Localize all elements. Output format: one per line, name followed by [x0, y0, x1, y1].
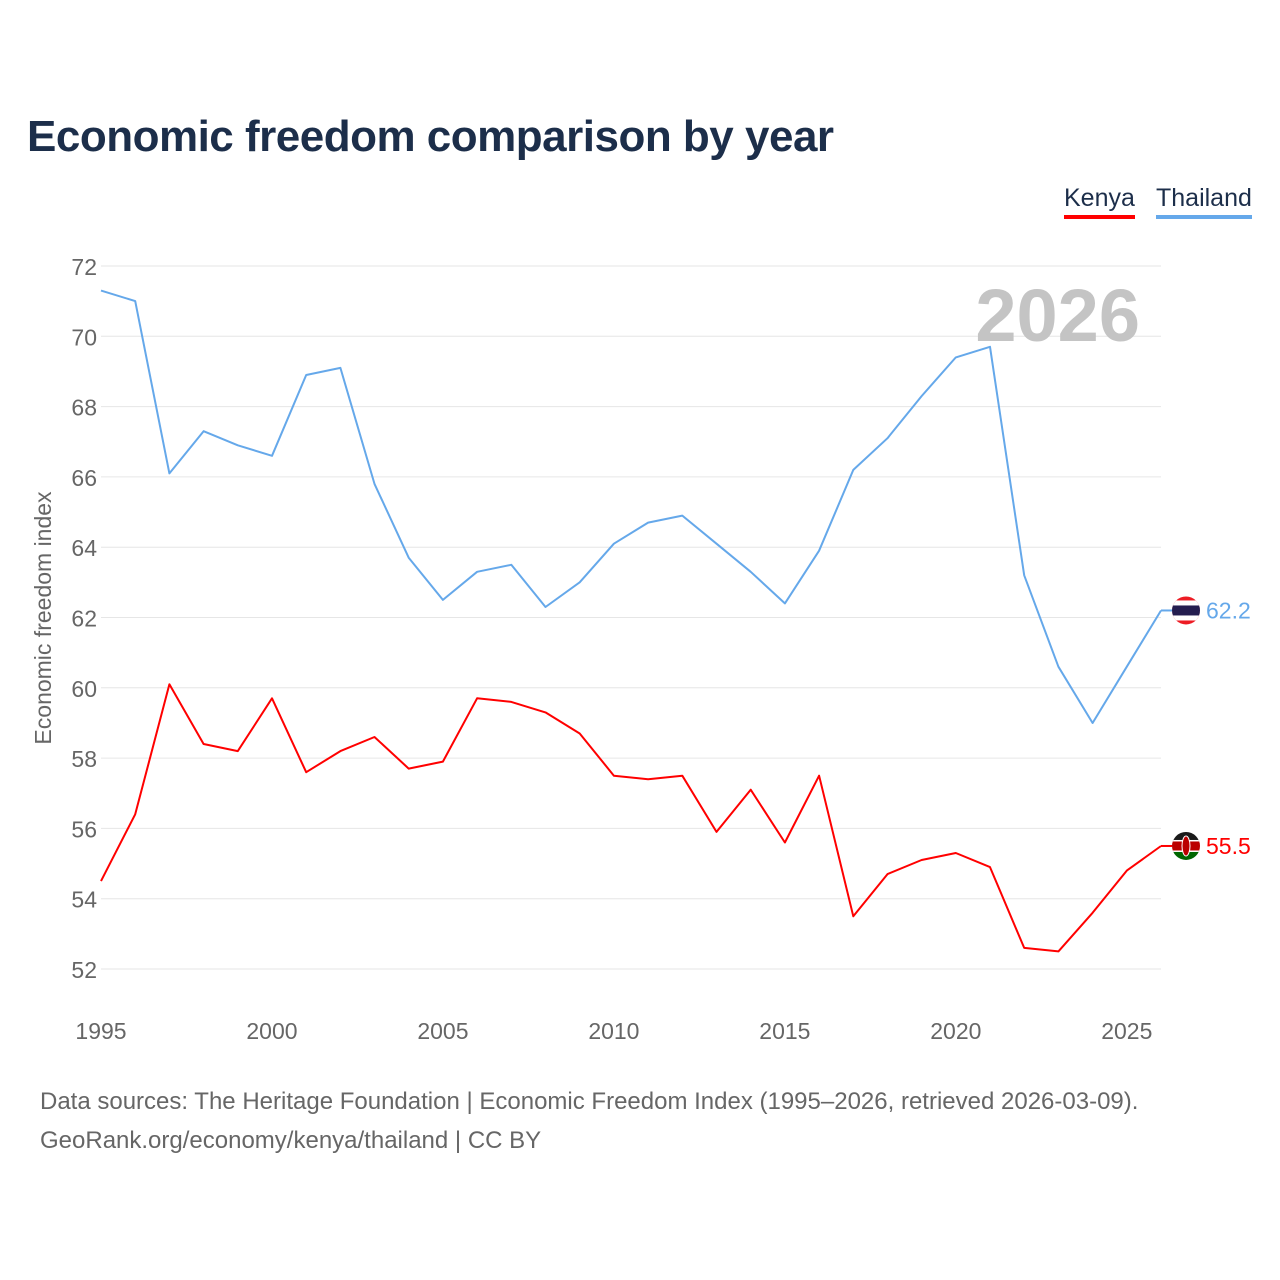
data-point-kenya — [885, 872, 890, 877]
legend-kenya[interactable]: Kenya — [1064, 184, 1135, 219]
data-point-thailand — [611, 541, 616, 546]
x-tick-label: 2005 — [417, 1018, 468, 1044]
data-point-kenya — [1056, 949, 1061, 954]
data-point-thailand — [543, 604, 548, 609]
data-point-thailand — [817, 548, 822, 553]
flag-body — [1172, 596, 1200, 625]
data-point-kenya — [509, 699, 514, 704]
data-point-kenya — [611, 773, 616, 778]
y-tick-label: 72 — [71, 254, 97, 280]
x-tick-label: 2010 — [588, 1018, 639, 1044]
data-point-thailand — [99, 288, 104, 293]
x-tick-label: 1995 — [75, 1018, 126, 1044]
data-point-thailand — [201, 429, 206, 434]
data-point-thailand — [406, 555, 411, 560]
flag-body — [1172, 831, 1200, 860]
legend-thailand[interactable]: Thailand — [1156, 184, 1252, 219]
data-point-kenya — [1124, 868, 1129, 873]
data-point-thailand — [269, 453, 274, 458]
y-tick-label: 58 — [71, 746, 97, 772]
data-point-kenya — [440, 759, 445, 764]
x-tick-label: 2015 — [759, 1018, 810, 1044]
data-point-thailand — [988, 344, 993, 349]
source-url: GeoRank.org/economy/kenya/thailand | CC … — [40, 1127, 542, 1154]
data-point-thailand — [440, 597, 445, 602]
data-point-kenya — [919, 858, 924, 863]
data-point-kenya — [714, 829, 719, 834]
data-point-kenya — [543, 710, 548, 715]
data-point-kenya — [304, 770, 309, 775]
source-text: Data sources: The Heritage Foundation | … — [40, 1088, 1139, 1115]
y-tick-label: 52 — [71, 957, 97, 983]
data-point-thailand — [1124, 664, 1129, 669]
data-point-kenya — [988, 865, 993, 870]
y-tick-label: 56 — [71, 816, 97, 842]
y-axis-label: Economic freedom index — [30, 491, 56, 745]
data-point-thailand — [304, 372, 309, 377]
data-point-thailand — [338, 365, 343, 370]
y-tick-label: 54 — [71, 887, 97, 913]
y-tick-label: 64 — [71, 535, 97, 561]
data-point-kenya — [782, 840, 787, 845]
data-point-thailand — [748, 569, 753, 574]
data-point-kenya — [817, 773, 822, 778]
series-line-kenya — [100, 683, 1162, 953]
data-point-kenya — [406, 766, 411, 771]
data-point-kenya — [1090, 910, 1095, 915]
data-point-thailand — [475, 569, 480, 574]
thailand-flag-icon — [1172, 596, 1200, 625]
y-tick-label: 68 — [71, 395, 97, 421]
data-point-thailand — [782, 601, 787, 606]
year-watermark: 2026 — [975, 274, 1140, 357]
data-point-thailand — [372, 481, 377, 486]
data-point-thailand — [851, 467, 856, 472]
data-point-kenya — [372, 735, 377, 740]
data-point-kenya — [646, 777, 651, 782]
y-tick-label: 60 — [71, 676, 97, 702]
data-point-thailand — [133, 299, 138, 304]
x-tick-label: 2020 — [930, 1018, 981, 1044]
data-point-kenya — [133, 812, 138, 817]
x-tick-label: 2000 — [246, 1018, 297, 1044]
data-point-thailand — [1090, 720, 1095, 725]
data-point-kenya — [748, 787, 753, 792]
y-tick-label: 66 — [71, 465, 97, 491]
data-point-kenya — [269, 696, 274, 701]
data-point-kenya — [235, 749, 240, 754]
chart-title: Economic freedom comparison by year — [27, 112, 834, 161]
data-point-thailand — [953, 355, 958, 360]
series-line-thailand — [100, 289, 1162, 724]
y-tick-label: 70 — [71, 324, 97, 350]
end-value-label: 62.2 — [1206, 597, 1251, 623]
data-point-thailand — [646, 520, 651, 525]
data-point-kenya — [99, 879, 104, 884]
data-point-thailand — [167, 471, 172, 476]
y-tick-label: 62 — [71, 606, 97, 632]
data-point-kenya — [475, 696, 480, 701]
end-value-label: 55.5 — [1206, 833, 1251, 859]
data-point-kenya — [167, 682, 172, 687]
data-point-thailand — [885, 436, 890, 441]
data-point-thailand — [509, 562, 514, 567]
data-point-thailand — [919, 394, 924, 399]
data-point-kenya — [338, 749, 343, 754]
data-point-kenya — [680, 773, 685, 778]
flag-shield — [1181, 835, 1191, 857]
data-point-thailand — [1056, 664, 1061, 669]
data-point-kenya — [577, 731, 582, 736]
data-point-thailand — [714, 541, 719, 546]
data-point-kenya — [1022, 945, 1027, 950]
x-tick-label: 2025 — [1101, 1018, 1152, 1044]
data-point-thailand — [235, 443, 240, 448]
data-point-kenya — [953, 851, 958, 856]
data-point-thailand — [680, 513, 685, 518]
data-point-thailand — [1022, 573, 1027, 578]
data-point-kenya — [201, 742, 206, 747]
data-point-kenya — [851, 914, 856, 919]
kenya-flag-icon — [1172, 831, 1200, 860]
flag-blue — [1172, 605, 1200, 616]
data-point-thailand — [577, 580, 582, 585]
